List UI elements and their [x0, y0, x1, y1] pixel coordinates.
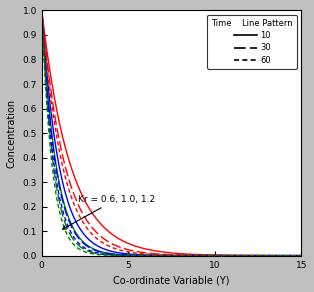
Legend: 10, 30, 60: 10, 30, 60: [207, 15, 297, 69]
Y-axis label: Concentration: Concentration: [7, 98, 17, 168]
Text: Kr = 0.6, 1.0, 1.2: Kr = 0.6, 1.0, 1.2: [62, 195, 155, 229]
X-axis label: Co-ordinate Variable (Y): Co-ordinate Variable (Y): [113, 275, 230, 285]
